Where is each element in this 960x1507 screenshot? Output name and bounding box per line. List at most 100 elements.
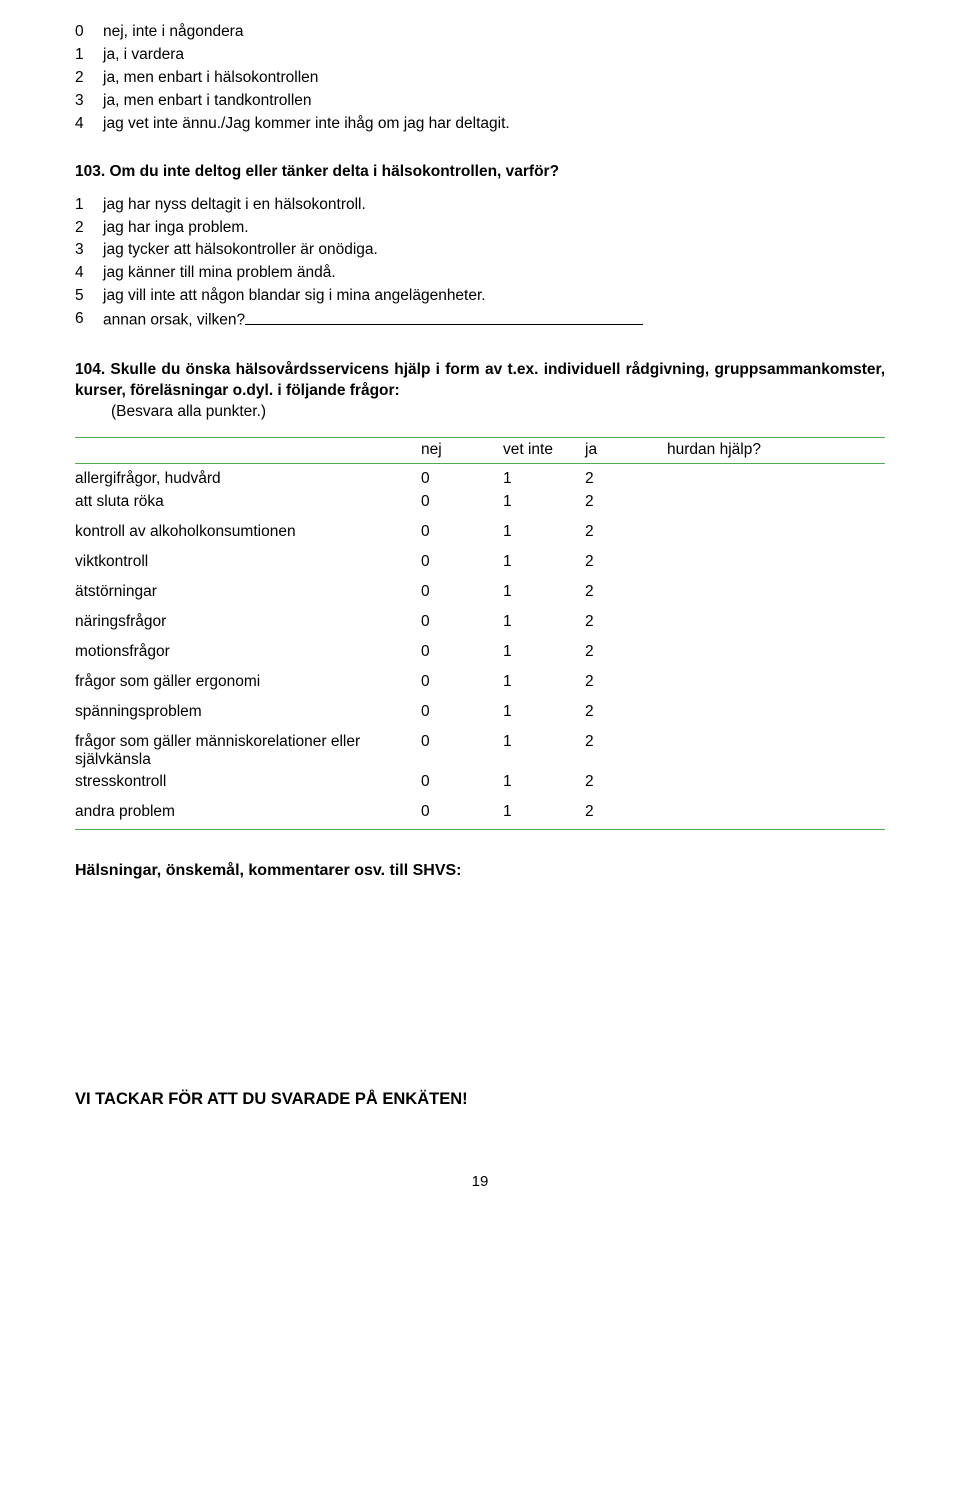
row-value: 0 [415,730,497,770]
table-row: allergifrågor, hudvård012 [75,464,885,490]
row-value: 0 [415,670,497,700]
list-text: jag känner till mina problem ändå. [103,263,885,284]
row-value: 0 [415,640,497,670]
list-num: 4 [75,263,103,284]
page-number: 19 [75,1173,885,1190]
row-value: 1 [497,730,579,770]
list-num: 1 [75,45,103,66]
row-value: 2 [579,670,661,700]
table-row: näringsfrågor012 [75,610,885,640]
q104-sub: (Besvara alla punkter.) [75,403,885,421]
row-value: 0 [415,700,497,730]
list-text: jag har inga problem. [103,218,885,239]
table-row: ätstörningar012 [75,580,885,610]
list-text: ja, i vardera [103,45,885,66]
q103-options: 1jag har nyss deltagit i en hälsokontrol… [75,195,885,332]
row-value: 2 [579,520,661,550]
row-help [661,640,885,670]
row-value: 1 [497,490,579,520]
row-value: 0 [415,610,497,640]
list-item: 1ja, i vardera [75,45,885,66]
row-label: kontroll av alkoholkonsumtionen [75,520,415,550]
list-item: 6annan orsak, vilken? [75,309,885,331]
row-value: 1 [497,670,579,700]
row-value: 2 [579,610,661,640]
list-item: 4jag vet inte ännu./Jag kommer inte ihåg… [75,114,885,135]
row-label: spänningsproblem [75,700,415,730]
row-value: 2 [579,464,661,490]
row-value: 2 [579,800,661,830]
row-value: 0 [415,520,497,550]
fill-in-line[interactable] [245,309,643,325]
list-num: 5 [75,286,103,307]
row-label: ätstörningar [75,580,415,610]
q103-title: 103. Om du inte deltog eller tänker delt… [75,163,885,181]
row-help [661,464,885,490]
row-value: 2 [579,580,661,610]
row-value: 2 [579,550,661,580]
row-label: frågor som gäller ergonomi [75,670,415,700]
table-row: viktkontroll012 [75,550,885,580]
list-item: 0nej, inte i någondera [75,22,885,43]
list-num: 4 [75,114,103,135]
list-num: 1 [75,195,103,216]
row-value: 0 [415,490,497,520]
list-num: 6 [75,309,103,331]
row-help [661,550,885,580]
list-item: 2jag har inga problem. [75,218,885,239]
table-row: frågor som gäller ergonomi012 [75,670,885,700]
row-value: 2 [579,700,661,730]
row-help [661,730,885,770]
row-value: 1 [497,520,579,550]
list-item: 3jag tycker att hälsokontroller är onödi… [75,240,885,261]
list-text: jag tycker att hälsokontroller är onödig… [103,240,885,261]
list-text: jag har nyss deltagit i en hälsokontroll… [103,195,885,216]
greeting-text: Hälsningar, önskemål, kommentarer osv. t… [75,862,885,880]
table-row: kontroll av alkoholkonsumtionen012 [75,520,885,550]
row-value: 2 [579,490,661,520]
list-text: jag vill inte att någon blandar sig i mi… [103,286,885,307]
row-label: viktkontroll [75,550,415,580]
list-item: 3ja, men enbart i tandkontrollen [75,91,885,112]
row-value: 0 [415,464,497,490]
table-row: motionsfrågor012 [75,640,885,670]
row-value: 1 [497,550,579,580]
list-num: 3 [75,240,103,261]
row-help [661,800,885,830]
col-empty [75,438,415,464]
list-num: 2 [75,218,103,239]
row-label: motionsfrågor [75,640,415,670]
table-row: andra problem012 [75,800,885,830]
table-row: frågor som gäller människorelationer ell… [75,730,885,770]
row-help [661,670,885,700]
row-value: 2 [579,730,661,770]
q102-options: 0nej, inte i någondera1ja, i vardera2ja,… [75,22,885,135]
row-label: andra problem [75,800,415,830]
list-text: jag vet inte ännu./Jag kommer inte ihåg … [103,114,885,135]
row-value: 1 [497,700,579,730]
col-vetinte: vet inte [497,438,579,464]
page: 0nej, inte i någondera1ja, i vardera2ja,… [0,0,960,1230]
q104-lead: 104. Skulle du önska hälsovårdsservicens… [75,361,885,399]
row-value: 0 [415,580,497,610]
row-value: 1 [497,610,579,640]
row-value: 0 [415,800,497,830]
table-row: spänningsproblem012 [75,700,885,730]
table-row: stresskontroll012 [75,770,885,800]
list-text: ja, men enbart i hälsokontrollen [103,68,885,89]
row-label: allergifrågor, hudvård [75,464,415,490]
list-num: 0 [75,22,103,43]
row-value: 1 [497,580,579,610]
row-label: frågor som gäller människorelationer ell… [75,730,415,770]
col-hurdan: hurdan hjälp? [661,438,885,464]
list-item: 4jag känner till mina problem ändå. [75,263,885,284]
row-value: 1 [497,640,579,670]
list-item: 1jag har nyss deltagit i en hälsokontrol… [75,195,885,216]
list-item: 5jag vill inte att någon blandar sig i m… [75,286,885,307]
list-text: nej, inte i någondera [103,22,885,43]
row-value: 1 [497,770,579,800]
row-help [661,520,885,550]
row-help [661,770,885,800]
row-value: 2 [579,640,661,670]
q104-title: 104. Skulle du önska hälsovårdsservicens… [75,360,885,402]
